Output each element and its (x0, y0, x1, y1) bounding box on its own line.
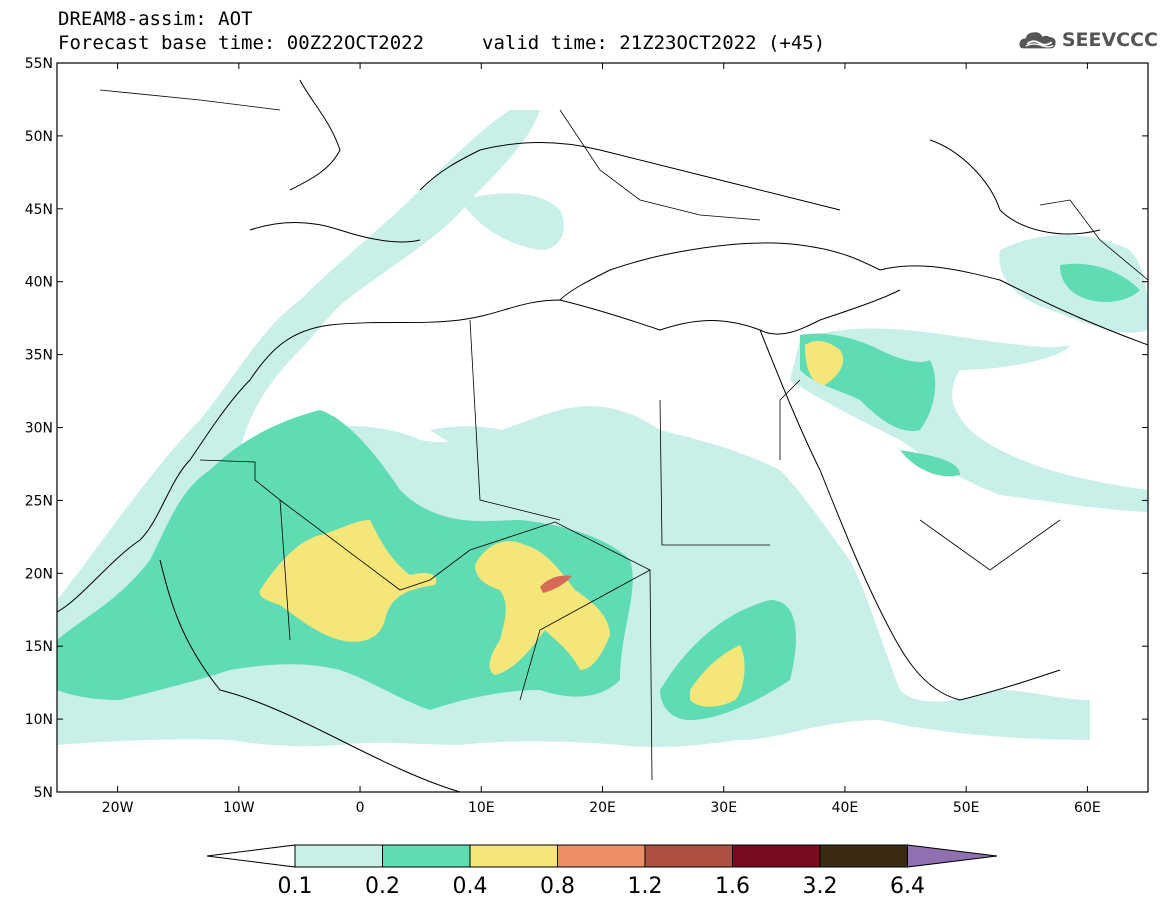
colorbar-segment (644, 844, 733, 868)
colorbar-segment (294, 844, 383, 868)
country-borders (99, 89, 1148, 781)
lon-label: 40E (832, 800, 859, 816)
colorbar-segment (557, 844, 646, 868)
colorbar-segment (732, 844, 821, 868)
colorbar-under-triangle (206, 844, 296, 868)
lat-label: 5N (34, 785, 53, 801)
lat-label: 25N (25, 493, 53, 509)
lon-label: 20W (102, 800, 134, 816)
lon-label: 10W (223, 800, 255, 816)
colorbar: 0.1 0.2 0.4 0.8 1.2 1.6 3.2 6.4 (206, 844, 998, 899)
valid-time: valid time: 21Z23OCT2022 (+45) (482, 32, 826, 54)
colorbar-segment (819, 844, 908, 868)
lat-axis: 55N 50N 45N 40N 35N 30N 25N 20N 15N 10N 5N (25, 56, 1148, 801)
lat-label: 50N (25, 129, 53, 145)
aot-band-high (259, 340, 844, 707)
lat-label: 20N (25, 566, 53, 582)
lat-label: 15N (25, 639, 53, 655)
logo-text: SEEVCCC (1061, 29, 1158, 51)
lon-label: 60E (1074, 800, 1101, 816)
lat-label: 45N (25, 202, 53, 218)
colorbar-over-triangle (907, 844, 998, 868)
lon-label: 30E (710, 800, 737, 816)
colorbar-label: 0.2 (365, 874, 400, 899)
lon-label: 50E (953, 800, 980, 816)
colorbar-label: 1.6 (715, 874, 750, 899)
colorbar-label: 1.2 (628, 874, 663, 899)
aot-field (57, 110, 1148, 748)
colorbar-label: 0.4 (453, 874, 488, 899)
coastlines (57, 79, 1148, 792)
lon-axis: 20W 10W 0 10E 20E 30E 40E 50E 60E (102, 63, 1101, 816)
base-time: Forecast base time: 00Z22OCT2022 (58, 32, 425, 54)
lat-label: 10N (25, 712, 53, 728)
lat-label: 35N (25, 348, 53, 364)
seevccc-logo: SEEVCCC (1018, 22, 1158, 58)
colorbar-label: 3.2 (803, 874, 838, 899)
lat-label: 55N (25, 56, 53, 72)
lon-label: 0 (356, 800, 365, 816)
colorbar-segment (382, 844, 471, 868)
colorbar-label: 6.4 (890, 874, 925, 899)
lat-label: 30N (25, 421, 53, 437)
lon-label: 20E (589, 800, 616, 816)
colorbar-segment (469, 844, 558, 868)
colorbar-label: 0.8 (540, 874, 575, 899)
aot-band-peak (540, 575, 572, 593)
lat-label: 40N (25, 275, 53, 291)
cloud-icon (1019, 32, 1056, 49)
map-title: DREAM8-assim: AOT (58, 8, 253, 30)
lon-label: 10E (468, 800, 495, 816)
colorbar-label: 0.1 (278, 874, 313, 899)
